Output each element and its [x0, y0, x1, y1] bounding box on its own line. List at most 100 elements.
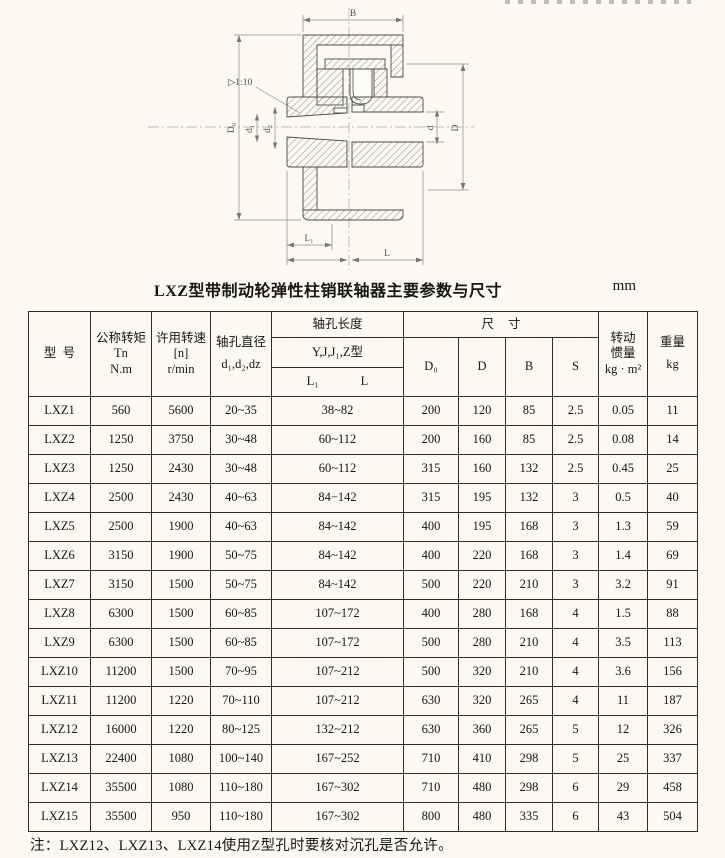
table-cell: 168: [505, 512, 553, 542]
table-cell: 1.5: [598, 599, 649, 629]
table-cell: 2500: [90, 483, 152, 513]
table-cell: 1900: [151, 541, 211, 571]
arrowhead: [396, 17, 403, 23]
table-cell: 22400: [90, 744, 152, 774]
table-cell: 132~212: [271, 715, 404, 745]
header-bore-diameter: 轴孔直径 d₁,d₂,dz: [210, 311, 272, 397]
table-cell: 500: [403, 628, 459, 658]
table-body: LXZ1 560 5600 20~35 38~82 200 120 85 2.5 0.05 11 LX…: [28, 396, 699, 832]
table-cell: 132: [505, 483, 553, 513]
table-cell: 12: [598, 715, 649, 745]
header-speed: 许用转速 [n] r/min: [151, 311, 211, 397]
table-cell: 84~142: [271, 570, 404, 600]
header-bore-dia-line2: d₁,d₂,dz: [221, 357, 261, 371]
table-cell: 25: [598, 744, 649, 774]
header-weight: 重量 kg: [647, 311, 699, 397]
table-cell: 220: [458, 541, 506, 571]
table-cell: 800: [403, 802, 459, 832]
taper-note: ▷1:10: [228, 78, 252, 88]
table-cell: 200: [403, 396, 459, 426]
table-cell: 187: [647, 686, 699, 716]
brake-drum-right-wall: [390, 44, 404, 78]
pin-sleeve: [373, 68, 388, 98]
table-row: LXZ10 11200 1500 70~95 107~212 500 320 210 4 3.6 1…: [28, 657, 699, 687]
table-cell: 3150: [90, 541, 152, 571]
table-title: LXZ型带制动轮弹性柱销联轴器主要参数与尺寸: [154, 283, 502, 300]
table-cell: 100~140: [210, 744, 272, 774]
table-cell: 3: [551, 541, 600, 571]
header-dim-d0: D₀: [403, 337, 459, 397]
table-cell: 3.6: [598, 657, 649, 687]
table-row: LXZ14 35500 1080 110~180 167~302 710 480 298 6 29…: [28, 773, 699, 803]
table-cell: 107~212: [271, 657, 404, 687]
table-cell: 200: [403, 425, 459, 455]
table-cell: 2.5: [551, 425, 600, 455]
dim-label-d: d: [426, 125, 436, 130]
arrowhead: [272, 107, 278, 114]
table-cell: 43: [598, 802, 649, 832]
footnote: 注：LXZ12、LXZ13、LXZ14使用Z型孔时要核对沉孔是否允许。: [30, 838, 453, 854]
table-cell: 3150: [90, 570, 152, 600]
table-cell: 265: [505, 715, 553, 745]
arrowhead: [434, 137, 440, 144]
brake-drum-lower-wall: [302, 166, 318, 211]
clipped-page-header-fragment: [505, 0, 691, 4]
table-cell: 210: [505, 657, 553, 687]
table-cell: 1080: [151, 744, 211, 774]
table-cell: 480: [458, 802, 506, 832]
arrowhead: [254, 114, 260, 121]
table-cell: 60~112: [271, 454, 404, 484]
pin-retainer: [324, 58, 386, 70]
table-cell: 3: [551, 483, 600, 513]
table-row: LXZ5 2500 1900 40~63 84~142 400 195 168 3 1.3 59: [28, 512, 699, 542]
table-cell: 4: [551, 657, 600, 687]
dim-D-lines: [406, 63, 469, 191]
header-l: L: [360, 374, 369, 389]
table-cell: 156: [647, 657, 699, 687]
table-cell: LXZ11: [28, 686, 91, 716]
table-cell: 80~125: [210, 715, 272, 745]
table-cell: 5600: [151, 396, 211, 426]
header-dim-b: B: [505, 337, 553, 397]
dim-label-l: L: [384, 249, 390, 259]
table-cell: 0.08: [598, 425, 649, 455]
table-cell: 220: [458, 570, 506, 600]
keyway-right: [351, 104, 365, 113]
table-cell: 2500: [90, 512, 152, 542]
keyway-left: [333, 107, 348, 114]
table-cell: 91: [647, 570, 699, 600]
arrowhead: [236, 35, 242, 42]
table-cell: 630: [403, 715, 459, 745]
table-cell: 315: [403, 454, 459, 484]
table-cell: 0.05: [598, 396, 649, 426]
table-cell: 1500: [151, 628, 211, 658]
table-cell: 2430: [151, 454, 211, 484]
table-cell: 11200: [90, 686, 152, 716]
table-cell: 6300: [90, 628, 152, 658]
table-cell: 35500: [90, 802, 152, 832]
table-cell: LXZ5: [28, 512, 91, 542]
header-speed-line2: [n]: [173, 346, 189, 361]
table-cell: 315: [403, 483, 459, 513]
table-cell: 1500: [151, 657, 211, 687]
table-cell: 70~95: [210, 657, 272, 687]
header-weight-line1: 重量: [660, 335, 686, 350]
coupling-drawing-svg: B ▷1:10 D₀ d₁ d₂ d D L₁ L: [148, 8, 474, 270]
table-cell: 84−142: [271, 483, 404, 513]
table-row: LXZ4 2500 2430 40~63 84−142 315 195 132 3 0.5 40: [28, 483, 699, 513]
dim-label-d2: d₂: [263, 125, 273, 133]
table-cell: 1250: [90, 454, 152, 484]
brake-drum-bottom-band: [302, 209, 404, 221]
table-cell: 1500: [151, 599, 211, 629]
table-cell: 107~172: [271, 599, 404, 629]
table-cell: 4: [551, 599, 600, 629]
table-cell: 132: [505, 454, 553, 484]
header-dimensions: 尺寸: [402, 311, 600, 338]
header-dim-s: S: [551, 337, 600, 397]
header-bore-length: 轴孔长度: [271, 311, 404, 338]
table-cell: 560: [90, 396, 152, 426]
table-row: LXZ9 6300 1500 60~85 107~172 500 280 210 4 3.5 113: [28, 628, 699, 658]
table-cell: 280: [458, 628, 506, 658]
table-cell: 30~48: [210, 454, 272, 484]
table-row: LXZ12 16000 1220 80~125 132~212 630 360 265 5 12 3…: [28, 715, 699, 745]
